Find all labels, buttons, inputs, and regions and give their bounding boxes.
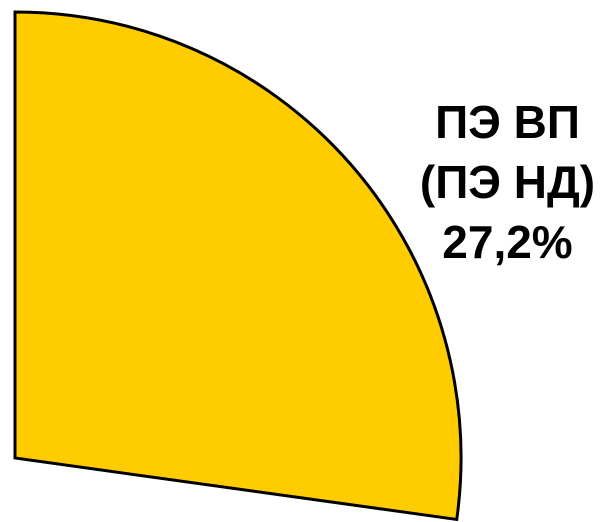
value-label: 27,2% [442,216,573,268]
slice-label: ПЭ ВП (ПЭ НД) 27,2% [400,92,613,272]
category-label: ПЭ ВП (ПЭ НД) [419,96,596,208]
pie-slice [13,10,463,522]
